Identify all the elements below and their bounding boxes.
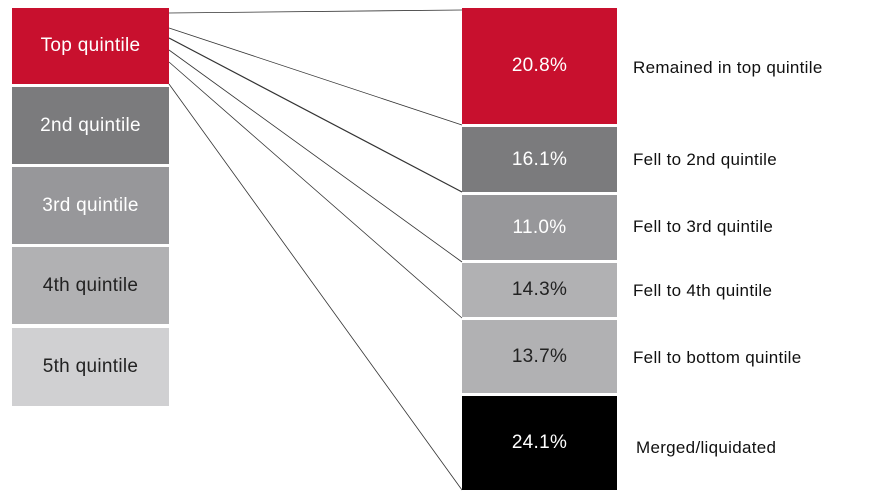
left-box: Top quintile [12,8,169,84]
connector-line [168,61,463,319]
outcome-label: Merged/liquidated [636,438,777,457]
connector-line [168,83,463,491]
right-box: 14.3% [462,263,617,317]
outcome-label: Fell to 4th quintile [633,281,773,300]
right-box: 13.7% [462,320,617,393]
outcome-label: Remained in top quintile [633,58,823,77]
outcome-label: Fell to bottom quintile [633,348,802,367]
connector-line [168,9,463,14]
left-box: 5th quintile [12,328,169,406]
outcome-label: Fell to 2nd quintile [633,150,777,169]
connector-line [168,49,463,263]
right-box: 11.0% [462,195,617,260]
connector-line [168,27,463,126]
connector-line [168,37,463,193]
left-box: 4th quintile [12,247,169,324]
right-box: 20.8% [462,8,617,124]
left-box: 3rd quintile [12,167,169,244]
outcome-label: Fell to 3rd quintile [633,217,774,236]
left-box: 2nd quintile [12,87,169,164]
right-box: 24.1% [462,396,617,490]
right-box: 16.1% [462,127,617,192]
